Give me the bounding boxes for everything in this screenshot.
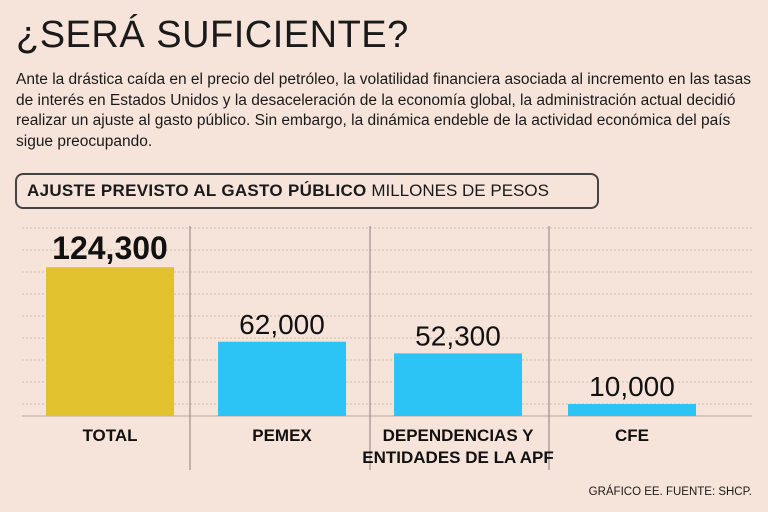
data-label: 62,000 (239, 309, 325, 340)
category-label: CFE (615, 426, 649, 445)
category-label: TOTAL (82, 426, 137, 445)
page-title: ¿SERÁ SUFICIENTE? (16, 14, 409, 56)
bar-2 (394, 353, 522, 416)
bar-0 (46, 267, 174, 416)
chart-header: AJUSTE PREVISTO AL GASTO PÚBLICO MILLONE… (15, 173, 599, 209)
data-label: 52,300 (415, 320, 501, 351)
category-label: DEPENDENCIAS Y (383, 426, 534, 445)
bar-1 (218, 341, 346, 416)
chart-title: AJUSTE PREVISTO AL GASTO PÚBLICO (27, 181, 367, 200)
intro-text: Ante la drástica caída en el precio del … (16, 71, 751, 150)
category-label: ENTIDADES DE LA APF (362, 448, 553, 467)
data-label: 10,000 (589, 371, 675, 402)
data-label: 124,300 (52, 230, 168, 266)
bar-3 (568, 404, 696, 416)
source-note: GRÁFICO EE. FUENTE: SHCP. (588, 486, 752, 498)
chart-subtitle: MILLONES DE PESOS (371, 181, 549, 200)
category-label: PEMEX (252, 426, 312, 445)
